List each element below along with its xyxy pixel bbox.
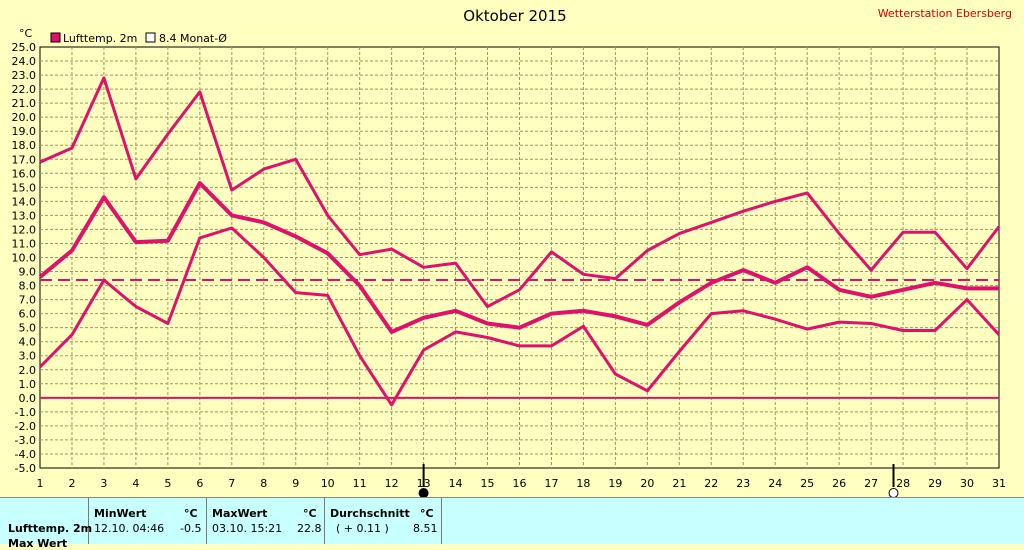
y-tick-label: -1.0	[15, 406, 36, 419]
x-tick-label: 27	[864, 477, 878, 490]
average-header: Durchschnitt	[330, 507, 410, 520]
y-tick-label: 12.0	[12, 223, 37, 236]
y-tick-label: 15.0	[12, 181, 37, 194]
x-tick-label: 22	[704, 477, 718, 490]
x-tick-label: 21	[672, 477, 686, 490]
max-value: 22.8	[297, 522, 322, 535]
series-line-max	[39, 76, 1001, 309]
station-name: Wetterstation Ebersberg	[878, 7, 1012, 20]
y-tick-label: 17.0	[12, 153, 37, 166]
statistics-panel: Lufttemp. 2m Max Wert MinWert °C 12.10. …	[0, 497, 1024, 550]
y-tick-label: -4.0	[15, 448, 36, 461]
y-tick-label: 24.0	[12, 55, 37, 68]
x-tick-labels: 1234567891011121314151617181920212223242…	[37, 477, 1007, 490]
y-tick-labels: -5.0-4.0-3.0-2.0-1.00.01.02.03.04.05.06.…	[12, 41, 37, 475]
stats-separator	[88, 498, 89, 544]
x-tick-label: 24	[768, 477, 782, 490]
x-tick-label: 10	[321, 477, 335, 490]
x-tick-label: 5	[164, 477, 171, 490]
x-tick-label: 18	[576, 477, 590, 490]
x-tick-label: 3	[100, 477, 107, 490]
x-tick-label: 16	[513, 477, 527, 490]
max-time: 03.10. 15:21	[212, 522, 283, 535]
stats-separator	[206, 498, 207, 544]
y-unit-label: °C	[19, 27, 33, 40]
min-time: 12.10. 04:46	[94, 522, 165, 535]
x-tick-label: 12	[385, 477, 399, 490]
y-tick-label: 10.0	[12, 252, 37, 265]
y-tick-label: 5.0	[19, 322, 37, 335]
y-tick-label: 0.0	[19, 392, 37, 405]
x-tick-label: 11	[353, 477, 367, 490]
y-tick-label: 7.0	[19, 294, 37, 307]
y-tick-label: 25.0	[12, 41, 37, 54]
stats-separator	[324, 498, 325, 544]
x-tick-label: 9	[292, 477, 299, 490]
chart-title: Oktober 2015	[463, 7, 566, 25]
y-tick-label: 3.0	[19, 350, 37, 363]
y-tick-label: 20.0	[12, 111, 37, 124]
series-line-min	[38, 226, 1001, 407]
min-header: MinWert	[94, 507, 147, 520]
y-tick-label: -3.0	[15, 434, 36, 447]
full-moon-icon	[888, 488, 899, 497]
y-tick-label: 23.0	[12, 69, 37, 82]
y-tick-label: 6.0	[19, 308, 37, 321]
x-tick-label: 4	[132, 477, 139, 490]
series-lines	[38, 76, 1001, 407]
legend-swatch-monthly-average	[145, 32, 156, 43]
series-line-mean	[38, 181, 999, 334]
max-header: MaxWert	[212, 507, 268, 520]
x-tick-label: 15	[481, 477, 495, 490]
x-tick-label: 30	[960, 477, 974, 490]
y-tick-label: 21.0	[12, 97, 37, 110]
x-tick-label: 25	[800, 477, 814, 490]
y-tick-label: 8.0	[19, 280, 37, 293]
x-tick-label: 7	[228, 477, 235, 490]
temperature-chart: -5.0-4.0-3.0-2.0-1.00.01.02.03.04.05.06.…	[12, 7, 1012, 497]
y-tick-label: 2.0	[19, 364, 37, 377]
x-tick-label: 29	[928, 477, 942, 490]
x-tick-label: 8	[260, 477, 267, 490]
y-tick-label: 19.0	[12, 125, 37, 138]
y-tick-label: 1.0	[19, 378, 37, 391]
stats-row2-label: Max Wert	[8, 537, 68, 550]
min-value: -0.5	[180, 522, 202, 535]
stats-row-label: Lufttemp. 2m	[8, 522, 93, 535]
x-tick-label: 23	[736, 477, 750, 490]
x-tick-label: 2	[68, 477, 75, 490]
y-tick-label: 22.0	[12, 83, 37, 96]
y-tick-label: 4.0	[19, 336, 37, 349]
new-moon-icon	[418, 488, 429, 497]
y-tick-label: 9.0	[19, 266, 37, 279]
x-tick-label: 26	[832, 477, 846, 490]
x-tick-label: 20	[640, 477, 654, 490]
y-tick-label: -2.0	[15, 420, 36, 433]
max-unit: °C	[303, 507, 317, 520]
y-tick-label: 18.0	[12, 139, 37, 152]
legend-label-monthly-average: 8.4 Monat-Ø	[159, 32, 227, 45]
min-unit: °C	[184, 507, 198, 520]
x-tick-label: 19	[608, 477, 622, 490]
legend-swatch-temperature	[50, 32, 61, 43]
average-delta: ( + 0.11 )	[336, 522, 389, 535]
y-tick-label: 11.0	[12, 237, 37, 250]
x-tick-label: 28	[896, 477, 910, 490]
x-tick-label: 6	[196, 477, 203, 490]
x-tick-label: 1	[37, 477, 44, 490]
moon-phase-markers	[418, 464, 899, 497]
x-tick-label: 14	[449, 477, 463, 490]
x-tick-label: 31	[992, 477, 1006, 490]
y-tick-label: 16.0	[12, 167, 37, 180]
legend-label-temperature: Lufttemp. 2m	[63, 32, 137, 45]
y-tick-label: 13.0	[12, 209, 37, 222]
stats-separator	[441, 498, 442, 544]
y-tick-label: -5.0	[15, 462, 36, 475]
y-tick-label: 14.0	[12, 195, 37, 208]
average-unit: °C	[420, 507, 434, 520]
average-value: 8.51	[413, 522, 438, 535]
x-tick-label: 17	[544, 477, 558, 490]
